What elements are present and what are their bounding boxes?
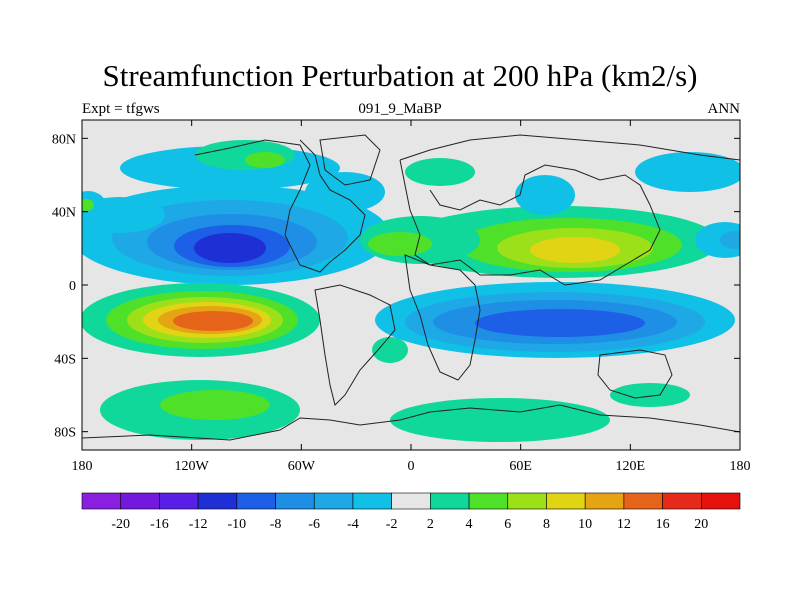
- southern-east-green: [610, 383, 690, 407]
- asian-core: [530, 237, 620, 263]
- colorbar-swatch: [468, 492, 509, 510]
- australia-coast: [597, 349, 673, 399]
- south-atlantic-blob: [372, 337, 408, 363]
- colorbar-label: 16: [656, 517, 670, 532]
- colorbar-swatch: [507, 492, 547, 510]
- experiment-label: Expt = tfgws: [82, 101, 160, 117]
- coastlines: [82, 134, 740, 441]
- pacific-west-blue: [695, 222, 740, 258]
- north-pacific-core: [194, 233, 266, 263]
- colorbar-label: 2: [427, 517, 434, 532]
- arctic-core: [245, 152, 285, 168]
- colorbar-label: 20: [694, 517, 708, 532]
- x-tick-label: 120W: [175, 459, 210, 474]
- case-label: 091_9_MaBP: [358, 101, 442, 117]
- colorbar-swatch: [623, 492, 663, 510]
- colorbar-swatch: [275, 492, 315, 510]
- x-tick-label: 120E: [616, 459, 646, 474]
- north-pacific-east-blue: [635, 152, 740, 192]
- x-tick-label: 180: [730, 459, 751, 474]
- y-tick-label: 40N: [52, 206, 76, 221]
- southern-ocean-atlantic: [390, 398, 610, 442]
- pacific-west-core: [720, 231, 740, 249]
- colorbar-swatch: [159, 492, 199, 510]
- colorbar-label: 4: [466, 517, 473, 532]
- south-america-coast: [314, 284, 396, 406]
- colorbar-label: 10: [578, 517, 592, 532]
- eurasia-coast: [399, 134, 740, 286]
- colorbar-swatch: [391, 492, 431, 510]
- colorbar-label: -10: [227, 517, 246, 532]
- map-title: Streamfunction Perturbation at 200 hPa (…: [102, 58, 698, 93]
- colorbar-swatch: [81, 492, 122, 510]
- africa-coast: [404, 254, 481, 381]
- colorbar-label: 8: [543, 517, 550, 532]
- colorbar-swatch: [430, 492, 470, 510]
- colorbar-swatch: [584, 492, 625, 510]
- colorbar-swatch: [700, 492, 741, 510]
- colorbar-swatch: [546, 492, 586, 510]
- x-axis: 180 120W 60W 0 60E 120E 180: [72, 120, 751, 474]
- colorbar-swatch: [197, 492, 238, 510]
- x-tick-label: 60W: [288, 459, 316, 474]
- eurasia-green: [405, 158, 475, 186]
- x-tick-label: 180: [72, 459, 93, 474]
- colorbar-swatch: [313, 492, 354, 510]
- colorbar-label: -4: [347, 517, 359, 532]
- antarctica-coast: [82, 404, 740, 441]
- south-indian-core: [475, 309, 645, 337]
- colorbar-swatch: [120, 492, 160, 510]
- x-tick-label: 60E: [509, 459, 532, 474]
- colorbar: -20 -16 -12 -10 -8 -6 -4 -2 2 4 6 8 10 12 16 20: [81, 492, 741, 532]
- colorbar-swatch: [662, 492, 702, 510]
- colorbar-label: -6: [308, 517, 320, 532]
- colorbar-label: -2: [386, 517, 398, 532]
- colorbar-label: -20: [111, 517, 130, 532]
- colorbar-label: -16: [150, 517, 169, 532]
- colorbar-swatch: [352, 492, 392, 510]
- colorbar-label: -8: [270, 517, 282, 532]
- south-pacific-core: [173, 311, 253, 331]
- y-tick-label: 80N: [52, 132, 76, 147]
- colorbar-label: -12: [189, 517, 208, 532]
- y-tick-label: 0: [69, 279, 76, 294]
- colorbar-swatch: [236, 492, 276, 510]
- east-pacific-lobe: [305, 172, 385, 212]
- season-label: ANN: [707, 101, 741, 117]
- y-tick-label: 80S: [54, 426, 76, 441]
- contour-fill: [82, 140, 740, 442]
- northeast-asia-blue: [515, 175, 575, 215]
- colorbar-label: 6: [504, 517, 511, 532]
- dateline-green: [82, 199, 94, 211]
- x-tick-label: 0: [408, 459, 415, 474]
- north-atlantic-core: [368, 232, 432, 256]
- y-axis: 80N 40N 0 40S 80S: [52, 132, 740, 441]
- y-tick-label: 40S: [54, 352, 76, 367]
- southern-ocean-pacific-core: [160, 390, 270, 420]
- north-america-coast: [194, 139, 366, 273]
- colorbar-label: 12: [617, 517, 631, 532]
- greenland-coast: [319, 134, 381, 186]
